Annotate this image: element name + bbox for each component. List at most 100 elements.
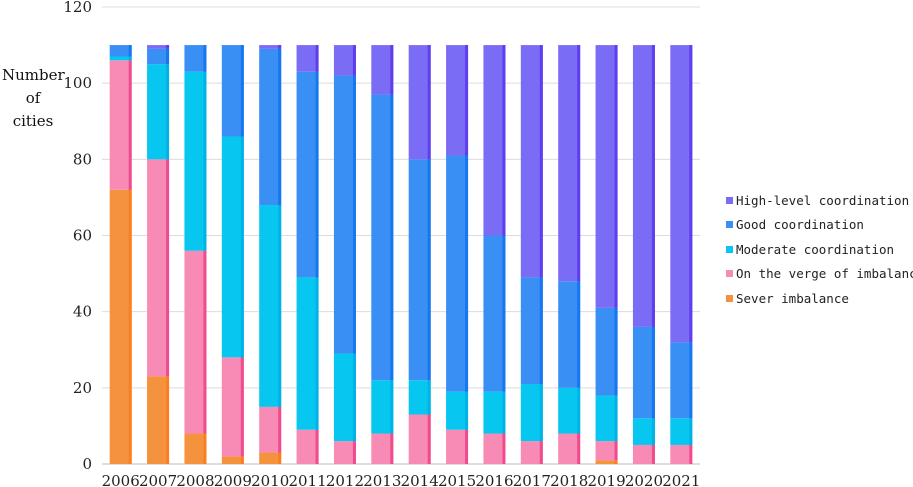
bar-stack-2019 bbox=[595, 45, 618, 464]
bar-segment-good-coordination bbox=[520, 277, 543, 385]
bar-segment-edge bbox=[390, 45, 394, 95]
bar-segment-edge bbox=[240, 357, 244, 457]
bar-segment-sever-imbalance bbox=[221, 456, 244, 464]
bar-segment-edge bbox=[577, 433, 581, 464]
x-tick-label: 2015 bbox=[438, 472, 476, 487]
bar-segment-high-level-coordination bbox=[520, 45, 543, 278]
bar-segment-edge bbox=[577, 281, 581, 388]
bar-segment-edge bbox=[577, 387, 581, 434]
legend-swatch bbox=[726, 245, 733, 253]
bar-segment-edge bbox=[278, 406, 282, 453]
bar-segment-edge bbox=[352, 353, 356, 442]
bar-segment-good-coordination bbox=[259, 48, 282, 206]
y-tick-label: 80 bbox=[73, 150, 92, 168]
y-tick-label: 60 bbox=[73, 227, 92, 245]
bar-segment-edge bbox=[651, 444, 655, 464]
bar-segment-on-the-verge-of-imbalance bbox=[670, 444, 693, 464]
x-tick-label: 2008 bbox=[176, 472, 214, 487]
bar-stack-2017 bbox=[520, 45, 543, 464]
bar-segment-edge bbox=[539, 277, 543, 385]
bar-stack-2013 bbox=[371, 45, 394, 464]
bar-segment-on-the-verge-of-imbalance bbox=[632, 444, 655, 464]
bar-segment-good-coordination bbox=[595, 307, 618, 396]
bar-segment-moderate-coordination bbox=[221, 136, 244, 358]
bar-segment-edge bbox=[166, 376, 170, 464]
bar-segment-good-coordination bbox=[296, 71, 319, 278]
y-tick-label: 120 bbox=[63, 0, 92, 16]
bar-segment-good-coordination bbox=[184, 45, 207, 72]
legend: High-level coordination Good coordinatio… bbox=[726, 188, 913, 311]
bar-segment-edge bbox=[315, 71, 319, 278]
bar-stack-2012 bbox=[333, 45, 356, 464]
bar-stack-2011 bbox=[296, 45, 319, 464]
bar-segment-on-the-verge-of-imbalance bbox=[259, 406, 282, 453]
bar-segment-high-level-coordination bbox=[632, 45, 655, 327]
x-tick-label: 2010 bbox=[251, 472, 289, 487]
bar-segment-edge bbox=[352, 441, 356, 464]
y-axis-label: Number of cities bbox=[2, 64, 65, 133]
bar-stack-2016 bbox=[483, 45, 506, 464]
bar-segment-high-level-coordination bbox=[558, 45, 581, 282]
bar-segment-edge bbox=[689, 418, 693, 445]
bar-segment-edge bbox=[614, 441, 618, 461]
bar-stack-2018 bbox=[558, 45, 581, 464]
bar-segment-edge bbox=[128, 56, 132, 61]
bar-segment-edge bbox=[166, 45, 170, 49]
bar-segment-edge bbox=[203, 250, 207, 434]
bar-segment-moderate-coordination bbox=[520, 384, 543, 442]
bar-segment-good-coordination bbox=[221, 45, 244, 137]
x-tick-label: 2017 bbox=[513, 472, 551, 487]
bar-segment-on-the-verge-of-imbalance bbox=[520, 441, 543, 464]
bar-segment-edge bbox=[689, 342, 693, 419]
bar-segment-edge bbox=[278, 452, 282, 464]
bar-segment-on-the-verge-of-imbalance bbox=[147, 159, 170, 377]
legend-label: High-level coordination bbox=[736, 192, 910, 208]
bar-segment-high-level-coordination bbox=[670, 45, 693, 343]
bar-segment-moderate-coordination bbox=[408, 380, 431, 415]
bar-segment-high-level-coordination bbox=[408, 45, 431, 160]
x-tick-label: 2016 bbox=[475, 472, 513, 487]
bar-segment-sever-imbalance bbox=[595, 460, 618, 464]
x-tick-label: 2020 bbox=[625, 472, 663, 487]
bar-stack-2014 bbox=[408, 45, 431, 464]
bar-segment-high-level-coordination bbox=[296, 45, 319, 72]
legend-label: Good coordination bbox=[736, 217, 864, 233]
x-tick-label: 2012 bbox=[326, 472, 364, 487]
bar-segment-moderate-coordination bbox=[371, 380, 394, 434]
bar-segment-on-the-verge-of-imbalance bbox=[595, 441, 618, 461]
legend-swatch bbox=[726, 294, 733, 302]
bar-segment-edge bbox=[465, 429, 469, 464]
bar-stack-2021 bbox=[670, 45, 693, 464]
y-tick-label: 20 bbox=[73, 379, 92, 397]
legend-item-moderate-coordination: Moderate coordination bbox=[726, 237, 913, 262]
bar-segment-edge bbox=[427, 45, 431, 160]
bar-segment-high-level-coordination bbox=[147, 45, 170, 49]
bar-segment-edge bbox=[427, 159, 431, 381]
x-tick-label: 2021 bbox=[662, 472, 700, 487]
bar-segment-on-the-verge-of-imbalance bbox=[221, 357, 244, 457]
bar-segment-edge bbox=[128, 45, 132, 57]
legend-label: On the verge of imbalance bbox=[736, 266, 913, 282]
bar-segment-high-level-coordination bbox=[371, 45, 394, 95]
bar-segment-edge bbox=[166, 48, 170, 65]
bar-segment-edge bbox=[128, 189, 132, 465]
bar-segment-on-the-verge-of-imbalance bbox=[558, 433, 581, 464]
bar-segment-on-the-verge-of-imbalance bbox=[446, 429, 469, 464]
bar-segment-edge bbox=[539, 45, 543, 278]
bar-segment-edge bbox=[577, 45, 581, 282]
bar-segment-edge bbox=[689, 45, 693, 343]
bar-segment-edge bbox=[240, 456, 244, 464]
bar-segment-edge bbox=[689, 444, 693, 464]
bar-segment-edge bbox=[315, 277, 319, 430]
bar-segment-moderate-coordination bbox=[558, 387, 581, 434]
bar-segment-edge bbox=[539, 441, 543, 464]
bar-segment-on-the-verge-of-imbalance bbox=[296, 429, 319, 464]
bar-segment-good-coordination bbox=[632, 326, 655, 419]
bar-segment-moderate-coordination bbox=[670, 418, 693, 445]
bar-segment-on-the-verge-of-imbalance bbox=[109, 60, 132, 190]
bar-segment-on-the-verge-of-imbalance bbox=[483, 433, 506, 464]
bar-segment-edge bbox=[427, 414, 431, 464]
bar-segment-high-level-coordination bbox=[333, 45, 356, 76]
legend-item-high-level-coordination: High-level coordination bbox=[726, 188, 913, 213]
